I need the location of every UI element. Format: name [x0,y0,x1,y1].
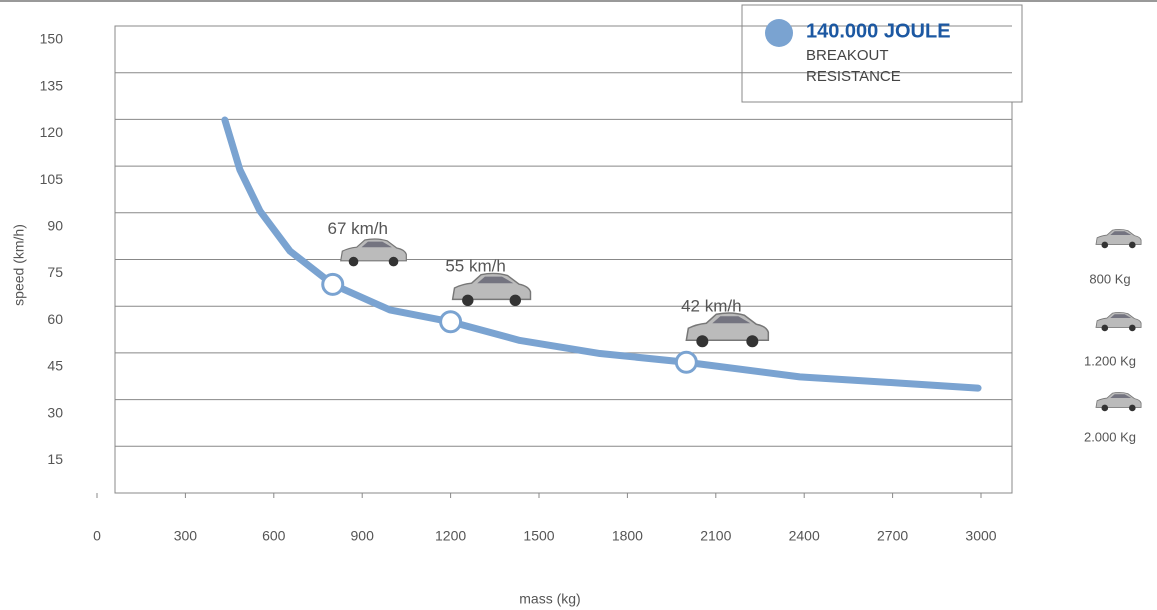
x-tick-label: 2400 [789,528,820,544]
car-wheel [388,256,399,267]
car-wheel [1101,324,1109,332]
car-window [1110,394,1132,399]
car-wheel [746,335,759,348]
x-tick-label: 1800 [612,528,643,544]
legend-note: RESISTANCE [806,68,901,85]
x-tick-label: 900 [351,528,375,544]
car-wheel [1129,241,1136,249]
x-tick-label: 600 [262,528,286,544]
marker [674,350,698,374]
car-wheel [1101,241,1109,249]
y-tick-label: 15 [47,451,63,467]
car-body [685,312,770,341]
marker [321,272,345,296]
legend-title: 140.000 JOULE [806,20,951,42]
y-axis-label: speed (km/h) [11,224,27,306]
car-wheel [462,294,474,307]
car-wheel [1101,404,1109,412]
y-tick-label: 75 [47,264,63,280]
car-window [477,276,514,284]
y-tick-label: 60 [47,311,63,327]
x-tick-label: 2100 [700,528,731,544]
car-body [451,272,532,301]
reference-label: 1.200 Kg [1084,353,1136,368]
car-wheel [348,256,359,267]
y-tick-label: 45 [47,358,63,374]
car-wheel [509,294,521,307]
car-icon [451,272,532,307]
data-label: 55 km/h [445,256,505,275]
y-tick-label: 90 [47,218,63,234]
car-icon [1095,391,1142,412]
reference-label: 2.000 Kg [1084,429,1136,444]
x-tick-label: 3000 [965,528,996,544]
x-tick-label: 1500 [523,528,554,544]
data-line [221,116,982,392]
car-window [1110,231,1132,236]
car-window [361,241,392,248]
data-label: 67 km/h [327,219,387,238]
y-tick-label: 135 [40,77,64,93]
x-tick-label: 1200 [435,528,466,544]
legend-swatch [765,19,793,47]
marker [439,310,463,334]
y-tick-label: 30 [47,404,63,420]
car-wheel [1129,404,1136,412]
legend-box [741,4,1023,103]
car-body [1095,228,1142,245]
y-tick-label: 150 [40,31,64,47]
car-icon [1095,311,1142,332]
car-wheel [696,335,709,348]
y-tick-label: 105 [40,171,64,187]
car-wheel [1129,324,1136,332]
car-window [1110,314,1132,319]
data-label: 42 km/h [681,297,741,316]
x-tick-label: 2700 [877,528,908,544]
car-icon [340,238,407,267]
x-tick-label: 0 [93,528,101,544]
car-icon [1095,228,1142,249]
x-tick-label: 300 [174,528,198,544]
car-window [712,316,751,324]
legend-note: BREAKOUT [806,47,889,64]
x-axis-label: mass (kg) [519,591,580,607]
car-body [1095,391,1142,408]
y-tick-label: 120 [40,124,64,140]
car-body [340,238,407,262]
car-icon [685,312,770,348]
reference-label: 800 Kg [1089,271,1130,286]
car-body [1095,311,1142,328]
